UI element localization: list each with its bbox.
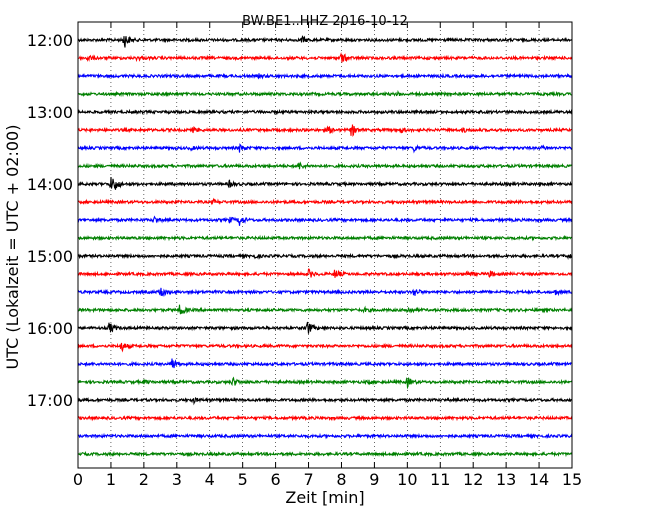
trace-line (77, 89, 573, 98)
y-tick-label: 13:00 (27, 103, 73, 122)
x-tick-label: 6 (271, 470, 281, 489)
y-axis-ticks: 12:00 13:00 14:00 15:00 16:00 17:00 (27, 31, 572, 410)
y-tick-label: 12:00 (27, 31, 73, 50)
x-axis-ticks: 0 1 2 3 4 5 6 7 8 9 10 11 12 13 14 15 (73, 22, 582, 489)
y-tick-label: 14:00 (27, 175, 73, 194)
trace-line (77, 376, 573, 390)
trace-line (77, 197, 573, 206)
x-tick-label: 12 (463, 470, 483, 489)
x-tick-label: 1 (106, 470, 116, 489)
x-tick-label: 4 (205, 470, 215, 489)
y-tick-label: 16:00 (27, 319, 73, 338)
trace-line (77, 161, 573, 170)
trace-line (77, 414, 573, 422)
trace-line (77, 72, 573, 80)
trace-line (77, 177, 573, 190)
trace-line (77, 51, 573, 63)
trace-line (77, 432, 573, 440)
trace-line (77, 252, 573, 261)
plot-frame (77, 21, 573, 469)
trace-line (77, 287, 573, 297)
x-tick-label: 3 (172, 470, 182, 489)
trace-line (77, 358, 573, 369)
x-tick-label: 5 (238, 470, 248, 489)
x-tick-label: 14 (529, 470, 549, 489)
trace-line (77, 268, 573, 278)
x-tick-label: 11 (430, 470, 450, 489)
x-tick-label: 10 (397, 470, 417, 489)
x-tick-label: 15 (562, 470, 582, 489)
x-tick-label: 9 (369, 470, 379, 489)
trace-group (77, 35, 573, 458)
trace-line (77, 321, 573, 334)
x-tick-label: 2 (139, 470, 149, 489)
trace-line (77, 234, 573, 242)
trace-line (77, 342, 573, 353)
trace-line (77, 215, 573, 226)
trace-line (77, 124, 573, 137)
x-tick-label: 13 (496, 470, 516, 489)
y-tick-label: 15:00 (27, 247, 73, 266)
trace-line (77, 35, 573, 48)
trace-line (77, 143, 573, 154)
trace-line (77, 304, 573, 315)
x-tick-label: 8 (336, 470, 346, 489)
y-axis-label: UTC (Lokalzeit = UTC + 02:00) (3, 125, 22, 370)
x-tick-label: 0 (73, 470, 83, 489)
y-tick-label: 17:00 (27, 391, 73, 410)
trace-line (77, 450, 573, 458)
trace-line (77, 108, 573, 116)
x-tick-label: 7 (303, 470, 313, 489)
trace-line (77, 396, 573, 406)
x-axis-label: Zeit [min] (285, 488, 364, 507)
